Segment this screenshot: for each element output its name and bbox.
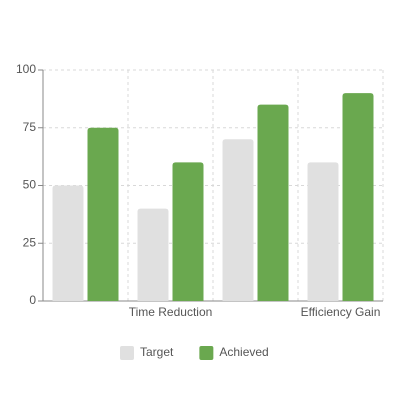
legend-label: Target [140,345,174,359]
y-tick-label: 0 [29,293,36,307]
bar [342,93,374,301]
y-tick-label: 75 [23,120,37,134]
bar [172,162,204,301]
bar [222,139,254,301]
bar [52,185,84,301]
x-tick-label: Time Reduction [129,305,213,319]
legend-label: Achieved [219,345,268,359]
legend-swatch [120,346,134,360]
bar [257,104,289,302]
x-tick-label: Efficiency Gain [301,305,381,319]
y-tick-label: 50 [23,178,37,192]
legend-swatch [199,346,214,360]
bar [137,208,169,301]
bar [307,162,339,301]
y-tick-label: 25 [23,235,37,249]
bar [87,127,119,301]
y-tick-label: 100 [16,62,36,76]
